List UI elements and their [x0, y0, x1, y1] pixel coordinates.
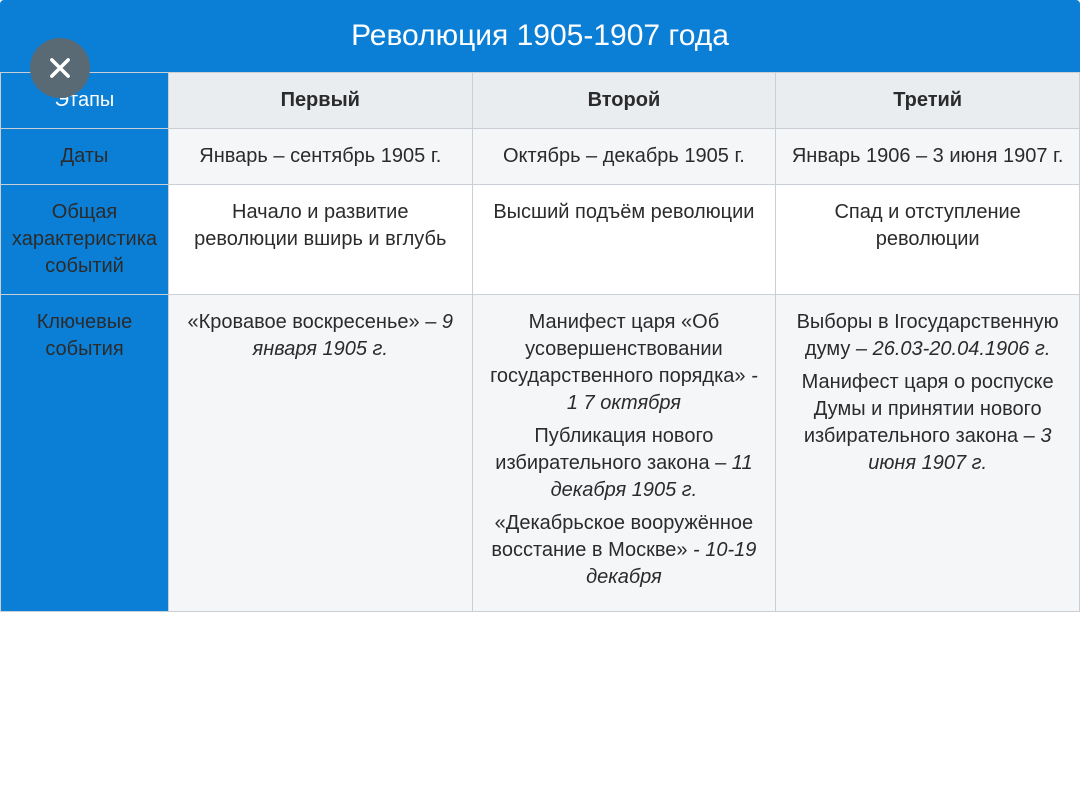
close-button[interactable]	[30, 38, 90, 98]
event-name: Манифест царя «Об усовершенствовании гос…	[490, 311, 751, 387]
char-col-3: Спад и отступление революции	[776, 185, 1080, 295]
table-row: Общая характеристика событий Начало и ра…	[1, 185, 1080, 295]
event-date: – 26.03-20.04.1906 г.	[856, 338, 1050, 360]
row-label-dates: Даты	[1, 129, 169, 185]
title-bar: Революция 1905-1907 года	[0, 0, 1080, 72]
page-title: Революция 1905-1907 года	[351, 19, 729, 53]
row-label-characteristic: Общая характеристика событий	[1, 185, 169, 295]
revolution-table: Этапы Первый Второй Третий Даты Январь –…	[0, 72, 1080, 612]
events-col-3: Выборы в Iгосударственную думу – 26.03-2…	[776, 295, 1080, 612]
table-row: Даты Январь – сентябрь 1905 г. Октябрь –…	[1, 129, 1080, 185]
event-item: Манифест царя о роспуске Думы и принятии…	[786, 369, 1069, 477]
dates-col-1: Январь – сентябрь 1905 г.	[168, 129, 472, 185]
event-item: Выборы в Iгосударственную думу – 26.03-2…	[786, 309, 1069, 363]
close-icon	[46, 54, 74, 82]
events-col-1: «Кровавое воскресенье» – 9 января 1905 г…	[168, 295, 472, 612]
stage-col-3: Третий	[776, 73, 1080, 129]
table-row: Ключевые события «Кровавое воскресенье» …	[1, 295, 1080, 612]
stage-col-2: Второй	[472, 73, 776, 129]
event-item: «Кровавое воскресенье» – 9 января 1905 г…	[179, 309, 462, 363]
row-label-events: Ключевые события	[1, 295, 169, 612]
stage-col-1: Первый	[168, 73, 472, 129]
event-name: «Кровавое воскресенье»	[188, 311, 426, 333]
event-item: «Декабрьское вооружённое восстание в Мос…	[483, 510, 766, 591]
event-item: Манифест царя «Об усовершенствовании гос…	[483, 309, 766, 417]
event-name: Публикация нового избирательного закона	[495, 425, 715, 474]
dates-col-3: Январь 1906 – 3 июня 1907 г.	[776, 129, 1080, 185]
event-item: Публикация нового избирательного закона …	[483, 423, 766, 504]
events-col-2: Манифест царя «Об усовершенствовании гос…	[472, 295, 776, 612]
event-name: Манифест царя о роспуске Думы и принятии…	[802, 371, 1054, 447]
char-col-1: Начало и развитие революции вширь и вглу…	[168, 185, 472, 295]
table-row: Этапы Первый Второй Третий	[1, 73, 1080, 129]
char-col-2: Высший подъём революции	[472, 185, 776, 295]
dates-col-2: Октябрь – декабрь 1905 г.	[472, 129, 776, 185]
